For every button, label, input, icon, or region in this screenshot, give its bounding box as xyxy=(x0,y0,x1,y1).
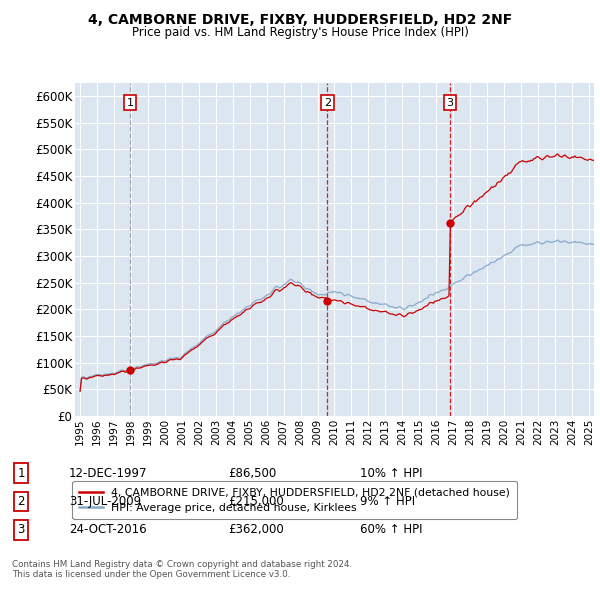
Text: £215,000: £215,000 xyxy=(228,495,284,508)
Legend: 4, CAMBORNE DRIVE, FIXBY, HUDDERSFIELD, HD2 2NF (detached house), HPI: Average p: 4, CAMBORNE DRIVE, FIXBY, HUDDERSFIELD, … xyxy=(73,481,517,519)
Text: 12-DEC-1997: 12-DEC-1997 xyxy=(69,467,148,480)
Text: 3: 3 xyxy=(446,97,454,107)
Text: £86,500: £86,500 xyxy=(228,467,276,480)
Text: 10% ↑ HPI: 10% ↑ HPI xyxy=(360,467,422,480)
Text: 1: 1 xyxy=(127,97,134,107)
Text: 60% ↑ HPI: 60% ↑ HPI xyxy=(360,523,422,536)
Text: 1: 1 xyxy=(17,467,25,480)
Text: 2: 2 xyxy=(324,97,331,107)
Text: 2: 2 xyxy=(17,495,25,508)
Text: 31-JUL-2009: 31-JUL-2009 xyxy=(69,495,141,508)
Text: £362,000: £362,000 xyxy=(228,523,284,536)
Text: Price paid vs. HM Land Registry's House Price Index (HPI): Price paid vs. HM Land Registry's House … xyxy=(131,26,469,39)
Text: 24-OCT-2016: 24-OCT-2016 xyxy=(69,523,146,536)
Text: 9% ↑ HPI: 9% ↑ HPI xyxy=(360,495,415,508)
Text: 3: 3 xyxy=(17,523,25,536)
Text: 4, CAMBORNE DRIVE, FIXBY, HUDDERSFIELD, HD2 2NF: 4, CAMBORNE DRIVE, FIXBY, HUDDERSFIELD, … xyxy=(88,13,512,27)
Text: Contains HM Land Registry data © Crown copyright and database right 2024.
This d: Contains HM Land Registry data © Crown c… xyxy=(12,560,352,579)
